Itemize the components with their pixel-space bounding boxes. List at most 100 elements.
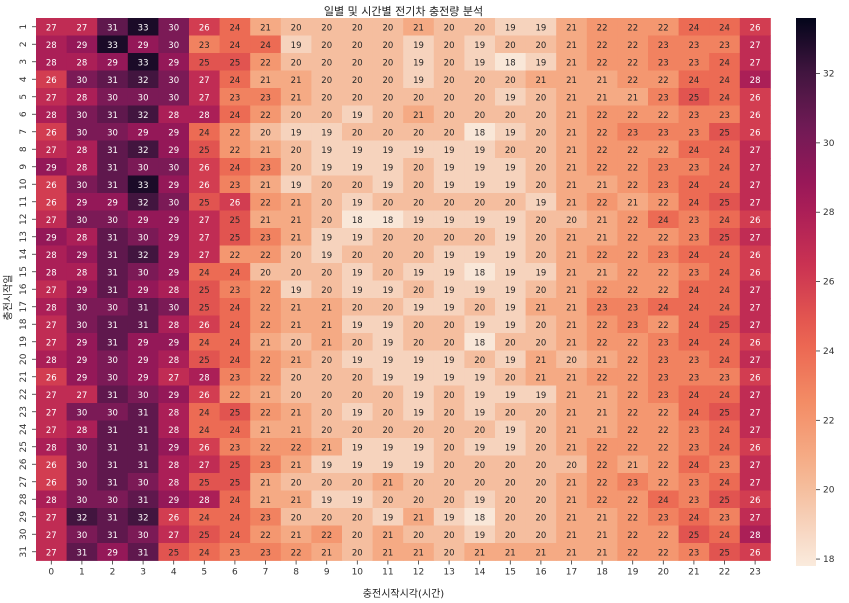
cell-value-label: 21 [597,408,608,418]
cell-value-label: 22 [229,391,240,401]
cell-value-label: 27 [76,23,87,33]
cell-value-label: 20 [444,76,455,86]
cell-value-label: 22 [627,41,638,51]
cell-value-label: 22 [627,268,638,278]
heatmap-cell [66,140,98,159]
heatmap-cell [97,53,129,71]
heatmap-cell [158,490,190,509]
heatmap-cell [739,263,771,281]
heatmap-cell [280,368,312,386]
cell-value-label: 19 [444,286,455,296]
cell-value-label: 21 [566,23,577,33]
cell-value-label: 22 [260,198,271,208]
heatmap-cell [525,53,557,71]
heatmap-cell [617,403,649,421]
cell-value-label: 19 [474,163,485,173]
heatmap-cell [495,280,526,299]
heatmap-cell [158,210,190,229]
cell-value-label: 32 [76,513,87,523]
heatmap-cell [709,123,741,141]
heatmap-cell [311,333,343,351]
cell-value-label: 23 [658,373,669,383]
heatmap-cell [66,88,98,106]
cell-value-label: 22 [597,373,608,383]
cell-value-label: 19 [413,41,424,51]
cell-value-label: 21 [535,548,546,558]
cell-value-label: 21 [566,58,577,68]
cell-value-label: 24 [229,303,240,313]
heatmap-cell [280,473,312,491]
cell-value-label: 25 [199,58,210,68]
cell-value-label: 19 [474,496,485,506]
cell-value-label: 19 [474,408,485,418]
heatmap-cell [250,70,282,89]
heatmap-cell [250,368,282,386]
heatmap-cell [158,368,190,386]
cell-value-label: 27 [750,181,761,191]
cell-value-label: 30 [76,181,87,191]
heatmap-cell [342,228,373,246]
heatmap-cell [464,543,496,561]
cell-value-label: 30 [76,76,87,86]
heatmap-cell [342,280,373,299]
cell-value-label: 23 [260,461,271,471]
cell-value-label: 24 [688,461,699,471]
cell-value-label: 20 [413,426,424,436]
heatmap-cell [678,473,710,491]
heatmap-cell [464,490,496,509]
heatmap-cell [709,490,741,509]
cell-value-label: 22 [229,251,240,261]
cell-value-label: 21 [260,216,271,226]
cell-value-label: 20 [444,461,455,471]
heatmap-cell [97,350,129,369]
cell-value-label: 22 [658,426,669,436]
heatmap-cell [556,123,588,141]
cell-value-label: 21 [321,338,332,348]
heatmap-cell [586,193,618,211]
cell-value-label: 30 [76,128,87,138]
heatmap-cell [189,70,220,89]
heatmap-cell [311,105,343,124]
heatmap-cell [66,228,98,246]
cell-value-label: 26 [46,128,57,138]
cell-value-label: 20 [413,181,424,191]
heatmap-cell [280,70,312,89]
heatmap-cell [464,438,496,456]
cell-value-label: 29 [168,128,179,138]
heatmap-cell [617,228,649,246]
heatmap-cell [36,70,67,89]
cell-value-label: 27 [750,426,761,436]
cell-value-label: 22 [597,443,608,453]
heatmap-cell [586,263,618,281]
cell-value-label: 20 [444,391,455,401]
heatmap-cell [739,140,771,159]
heatmap-cell [525,140,557,159]
heatmap-cell [709,263,741,281]
heatmap-cell [648,298,679,316]
cell-value-label: 30 [138,268,149,278]
heatmap-cell [525,175,557,194]
heatmap-cell [66,263,98,281]
cell-value-label: 20 [291,268,302,278]
heatmap-cell [127,245,159,264]
cell-value-label: 21 [321,303,332,313]
heatmap-cell [250,438,282,456]
heatmap-cell [617,140,649,159]
cell-value-label: 22 [260,373,271,383]
cell-value-label: 20 [291,111,302,121]
cell-value-label: 20 [444,41,455,51]
cell-value-label: 28 [76,426,87,436]
cell-value-label: 19 [474,216,485,226]
heatmap-cell [342,193,373,211]
heatmap-cell [495,298,526,316]
heatmap-cell [556,350,588,369]
cell-value-label: 20 [535,443,546,453]
cell-value-label: 24 [658,303,669,313]
cell-value-label: 21 [566,373,577,383]
heatmap-cell [97,245,129,264]
cell-value-label: 26 [750,216,761,226]
cell-value-label: 31 [76,548,87,558]
heatmap-cell [739,70,771,89]
heatmap-cell [36,543,67,561]
cell-value-label: 20 [291,146,302,156]
